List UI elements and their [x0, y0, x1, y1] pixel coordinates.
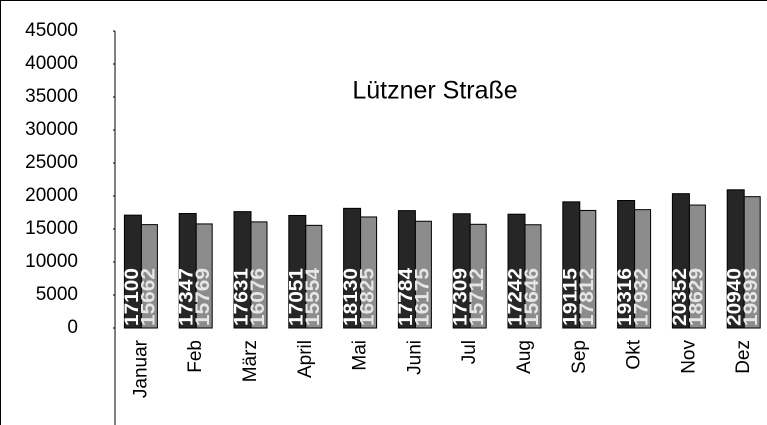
y-tick-label: 20000: [25, 185, 78, 206]
value-label: 17100: [122, 268, 143, 326]
bar: [360, 216, 378, 329]
x-tick-label: Sep: [569, 340, 590, 374]
value-label: 17631: [232, 268, 253, 326]
value-label: 17242: [506, 268, 527, 326]
y-tick-label: 25000: [25, 152, 78, 173]
bar: [140, 224, 158, 329]
bar: [414, 220, 432, 329]
value-label: 19316: [615, 268, 636, 326]
bar: [524, 224, 542, 329]
y-tick-label: 10000: [25, 251, 78, 272]
bar: [250, 221, 268, 329]
x-tick-label: April: [295, 340, 316, 378]
y-tick-label: 35000: [25, 86, 78, 107]
value-label: 16076: [248, 268, 269, 326]
bar: [195, 223, 213, 329]
bar: [579, 209, 597, 329]
x-tick-label: Januar: [130, 339, 151, 398]
bar: [634, 209, 652, 329]
value-label: 15646: [522, 268, 543, 326]
value-label: 17932: [632, 268, 653, 326]
value-label: 19115: [560, 268, 581, 326]
x-tick-label: Aug: [514, 340, 535, 374]
x-tick-label: Juni: [404, 340, 425, 375]
value-label: 15769: [193, 268, 214, 326]
y-tick-label: 30000: [25, 119, 78, 140]
x-tick-label: Mai: [350, 340, 371, 371]
value-label: 16175: [412, 268, 433, 326]
x-tick-label: Jul: [459, 340, 480, 364]
value-label: 15662: [138, 268, 159, 326]
value-label: 17309: [451, 268, 472, 326]
bar: [688, 204, 706, 329]
value-label: 18629: [686, 268, 707, 326]
value-label: 19898: [741, 268, 762, 326]
y-tick-label: 40000: [25, 53, 78, 74]
value-label: 17347: [177, 268, 198, 326]
value-label: 15554: [303, 268, 324, 326]
value-label: 17784: [396, 268, 417, 326]
value-label: 18130: [341, 268, 362, 326]
x-tick-label: Dez: [733, 340, 754, 374]
value-label: 17812: [577, 268, 598, 326]
value-label: 15712: [467, 268, 488, 326]
y-tick-label: 5000: [36, 284, 78, 305]
bar: [469, 223, 487, 329]
value-label: 20352: [670, 268, 691, 326]
x-tick-label: Nov: [678, 340, 699, 374]
x-tick-label: Feb: [185, 340, 206, 373]
y-tick-label: 0: [67, 317, 78, 338]
bar: [305, 224, 323, 329]
value-label: 17051: [286, 268, 307, 326]
bar: [743, 196, 761, 329]
y-tick-label: 45000: [25, 20, 78, 41]
x-tick-label: März: [240, 340, 261, 382]
value-label: 20940: [725, 268, 746, 326]
chart-title: Lützner Straße: [352, 77, 517, 105]
x-tick-label: Okt: [624, 339, 645, 369]
y-tick-label: 15000: [25, 218, 78, 239]
value-label: 16825: [358, 268, 379, 326]
